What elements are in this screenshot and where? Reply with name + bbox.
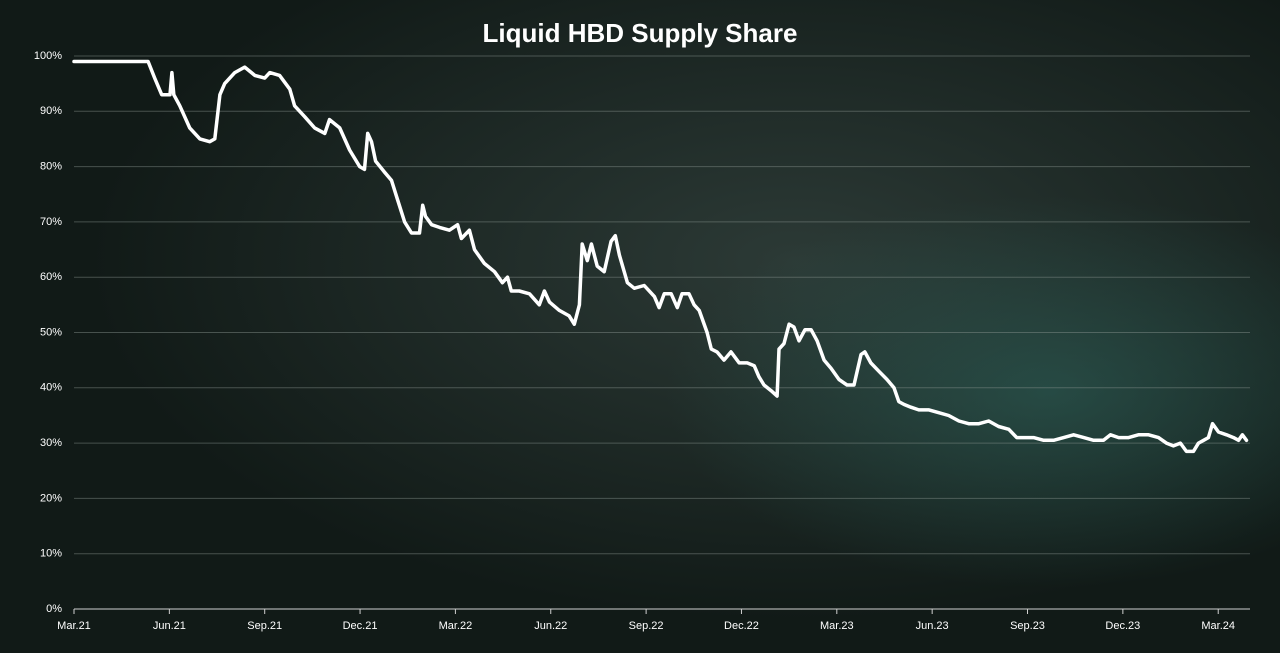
x-tick-label: Dec.22 (724, 620, 759, 632)
x-tick-label: Mar.21 (57, 620, 91, 632)
data-line (72, 59, 1249, 454)
x-tick-label: Sep.23 (1010, 620, 1045, 632)
x-tick-label: Jun.21 (153, 620, 186, 632)
y-tick-label: 10% (40, 548, 62, 560)
x-tick-label: Jun.22 (534, 620, 567, 632)
y-tick-label: 60% (40, 271, 62, 283)
y-tick-label: 50% (40, 326, 62, 338)
y-tick-label: 0% (46, 603, 62, 615)
x-tick-label: Mar.22 (439, 620, 473, 632)
x-tick-label: Jun.23 (916, 620, 949, 632)
x-tick-label: Mar.23 (820, 620, 854, 632)
y-tick-label: 30% (40, 437, 62, 449)
chart-title: Liquid HBD Supply Share (483, 18, 798, 48)
y-tick-label: 100% (34, 50, 62, 62)
x-tick-label: Sep.21 (247, 620, 282, 632)
x-tick-label: Sep.22 (629, 620, 664, 632)
y-tick-label: 40% (40, 382, 62, 394)
y-tick-label: 90% (40, 105, 62, 117)
y-tick-label: 80% (40, 161, 62, 173)
x-tick-label: Mar.24 (1201, 620, 1235, 632)
y-tick-label: 20% (40, 492, 62, 504)
y-tick-label: 70% (40, 216, 62, 228)
x-tick-label: Dec.21 (343, 620, 378, 632)
x-tick-label: Dec.23 (1105, 620, 1140, 632)
